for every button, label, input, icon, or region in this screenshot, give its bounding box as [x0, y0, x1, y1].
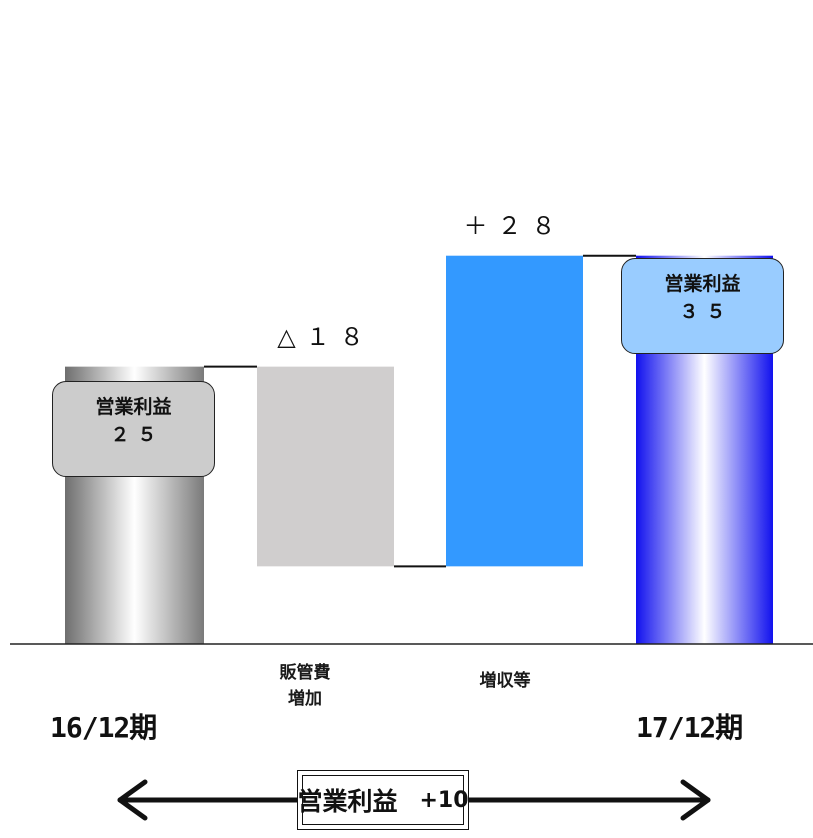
summary-value: +10	[419, 787, 469, 813]
bar-revenue	[446, 255, 583, 567]
period-label-start: 16/12期	[50, 711, 157, 744]
callout-value: ３５	[679, 300, 734, 323]
summary-arrow-left-head	[117, 779, 148, 821]
change-label-sga: △１８	[277, 322, 374, 351]
category-label-revenue: 増収等	[479, 671, 531, 691]
summary-arrow	[117, 779, 711, 821]
callout-title: 営業利益	[664, 273, 741, 295]
callout-value: ２５	[110, 423, 165, 446]
callout-end: 営業利益 ３５	[621, 258, 784, 354]
callout-start: 営業利益 ２５	[52, 381, 215, 477]
summary-arrow-right-head	[680, 779, 711, 821]
period-label-end: 17/12期	[636, 711, 743, 744]
summary-box: 営業利益 +10	[297, 770, 469, 830]
summary-label: 営業利益	[297, 787, 398, 816]
callout-title: 営業利益	[95, 396, 172, 418]
change-label-revenue: ＋２８	[463, 211, 566, 240]
category-label-sga: 販管費 増加	[279, 663, 331, 710]
bar-sga	[257, 366, 394, 567]
